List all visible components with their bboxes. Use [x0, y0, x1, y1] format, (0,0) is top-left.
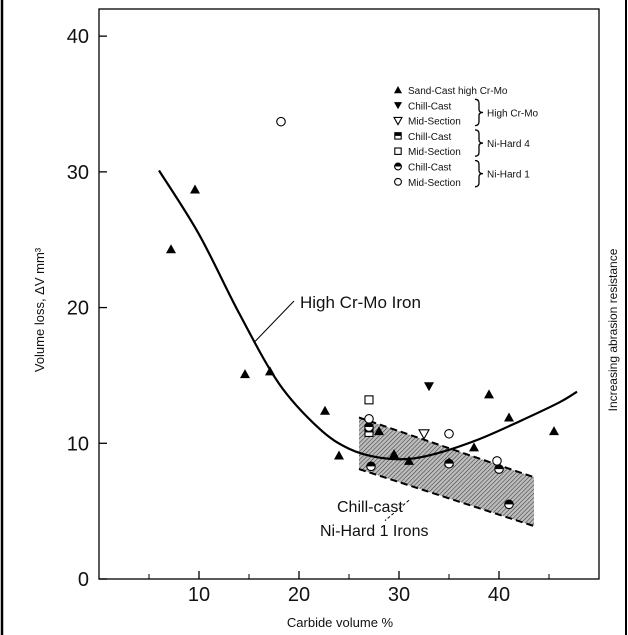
legend-group-label: High Cr-Mo: [487, 108, 539, 119]
data-point: [364, 395, 374, 405]
data-point: [389, 449, 399, 459]
data-point: [320, 405, 330, 415]
legend-marker: [394, 177, 402, 186]
data-point: [366, 461, 376, 472]
x-tick-label: 10: [188, 584, 210, 606]
y-tick-label: 30: [67, 162, 89, 184]
triangle-up-shape: [265, 366, 275, 376]
triangle-up-shape: [389, 449, 399, 459]
triangle-up-shape: [484, 389, 494, 399]
triangle-up-shape: [394, 86, 402, 94]
triangle-up-shape: [240, 369, 250, 379]
curve-label: High Cr-Mo Iron: [300, 293, 421, 312]
half-circle-fill: [364, 422, 374, 427]
open-triangle-down-shape: [393, 116, 403, 126]
legend-label: Chill-Cast: [408, 101, 452, 112]
legend-brace: [474, 129, 484, 157]
legend-brace: [474, 98, 484, 127]
x-tick-label: 30: [388, 584, 410, 606]
band-upper-edge: [358, 416, 535, 479]
data-point: [364, 422, 374, 432]
x-axis-title: Carbide volume %: [287, 615, 394, 630]
legend-marker: [394, 86, 402, 94]
band-label-line-1: Chill-cast: [337, 499, 403, 516]
data-point: [265, 366, 275, 376]
triangle-up-shape: [334, 450, 344, 460]
legend-label: Chill-Cast: [408, 132, 452, 143]
curve-leader-line: [254, 300, 295, 342]
y-axis-title: Volume loss, ΔV mm³: [32, 247, 47, 372]
ni-hard-1-band: [359, 417, 534, 527]
half-circle-fill: [394, 163, 402, 167]
half-circle-fill: [504, 500, 514, 505]
triangle-up-shape: [374, 426, 384, 436]
legend-group-label: Ni-Hard 4: [487, 139, 530, 150]
side-label: Increasing abrasion resistance: [606, 248, 620, 411]
band-leader-line: [384, 499, 410, 522]
legend-label: Sand-Cast high Cr-Mo: [408, 86, 508, 97]
legend-marker: [394, 147, 402, 155]
y-tick-label: 10: [67, 433, 89, 455]
legend-label: Mid-Section: [408, 178, 461, 189]
triangle-up-shape: [404, 455, 414, 465]
triangle-down-shape: [394, 102, 402, 110]
legend-brace: [474, 159, 484, 188]
data-point: [494, 464, 504, 474]
data-point: [424, 382, 434, 392]
x-tick-label: 40: [488, 584, 510, 606]
legend-label: Mid-Section: [408, 117, 461, 128]
data-point: [334, 450, 344, 460]
open-square-shape: [364, 395, 374, 405]
triangle-up-shape: [320, 405, 330, 415]
legend-group-label: Ni-Hard 1: [487, 170, 530, 181]
data-point: [444, 428, 454, 439]
data-point: [374, 426, 384, 436]
legend-marker: [394, 162, 402, 171]
data-point: [364, 414, 374, 424]
data-point: [190, 184, 200, 194]
legend-label: Chill-Cast: [408, 163, 452, 174]
data-point: [418, 429, 430, 440]
band-label-line-2: Ni-Hard 1 Irons: [320, 523, 428, 540]
open-circle-shape: [492, 456, 502, 466]
band-lower-edge: [358, 468, 535, 528]
open-circle-shape: [394, 177, 402, 186]
legend-marker: [393, 116, 403, 126]
data-point: [504, 412, 514, 422]
triangle-up-shape: [549, 426, 559, 436]
open-circle-shape: [444, 428, 454, 439]
triangle-up-shape: [190, 184, 200, 194]
half-square-fill: [394, 132, 402, 136]
legend-label: Mid-Section: [408, 147, 461, 158]
data-point: [492, 456, 502, 466]
high-cr-mo-curve: [158, 169, 578, 461]
data-point: [484, 389, 494, 399]
data-point: [276, 116, 286, 127]
data-point: [240, 369, 250, 379]
data-point: [504, 499, 514, 510]
half-circle-fill: [444, 459, 454, 464]
open-square-shape: [394, 147, 402, 155]
y-tick-label: 40: [67, 26, 89, 48]
y-tick-label: 0: [78, 569, 89, 591]
legend-marker: [394, 132, 402, 140]
y-tick-label: 20: [67, 298, 89, 320]
data-point: [404, 455, 414, 465]
triangle-up-shape: [469, 442, 479, 452]
triangle-up-shape: [166, 244, 176, 254]
triangle-up-shape: [504, 412, 514, 422]
data-point: [469, 442, 479, 452]
data-point: [444, 458, 454, 469]
legend-marker: [394, 102, 402, 110]
open-triangle-down-shape: [418, 429, 430, 440]
data-point: [549, 426, 559, 436]
open-circle-shape: [364, 414, 374, 424]
data-point: [166, 244, 176, 254]
half-circle-fill: [366, 462, 376, 467]
open-circle-shape: [276, 116, 286, 127]
x-tick-label: 20: [288, 584, 310, 606]
triangle-down-shape: [424, 382, 434, 392]
half-circle-fill: [494, 464, 504, 470]
